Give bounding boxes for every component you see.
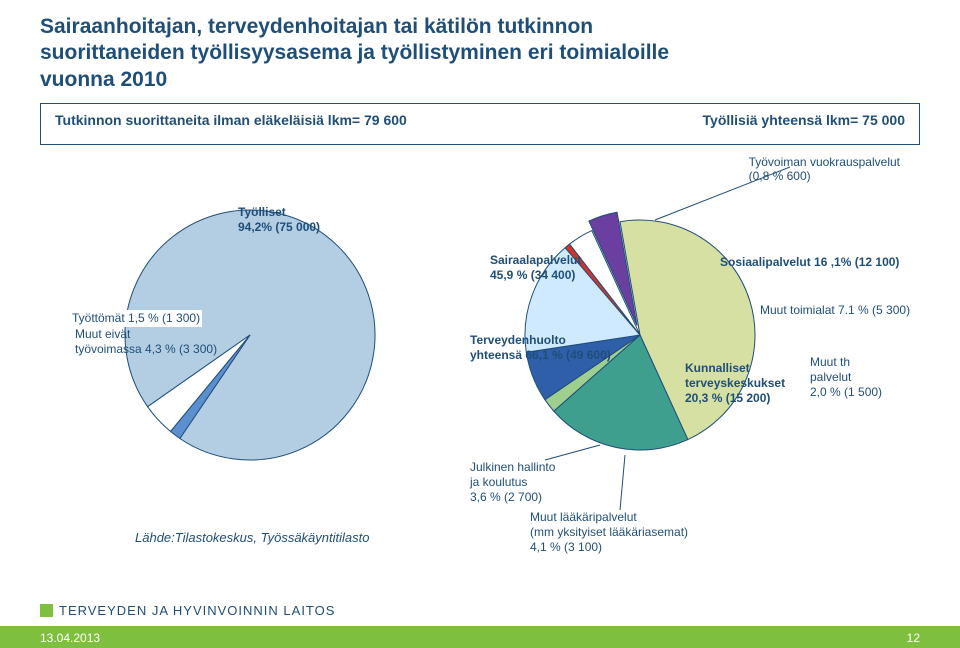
pie2-sairaala-label: Sairaalapalvelut 45,9 % (34 400): [490, 253, 581, 283]
pie1-muut-label: Muut eivät työvoimassa 4,3 % (3 300): [75, 327, 217, 357]
pie1-tyottomat-label: Työttömät 1,5 % (1 300): [70, 310, 202, 327]
pie2-terveyden-label: Terveydenhuolto yhteensä 66,1 % (49 600): [470, 333, 611, 363]
frame-left-text: Tutkinnon suorittaneita ilman eläkeläisi…: [55, 112, 407, 128]
pie2-muut-toimialat-label: Muut toimialat 7.1 % (5 300): [760, 303, 910, 318]
leader-line: [620, 455, 625, 510]
brand-text: TERVEYDEN JA HYVINVOINNIN LAITOS: [59, 603, 335, 618]
header-frame: Tutkinnon suorittaneita ilman eläkeläisi…: [40, 103, 920, 145]
pie2-kunnalliset-label: Kunnalliset terveyskeskukset 20,3 % (15 …: [685, 361, 785, 406]
brand-square-icon: [40, 604, 53, 617]
pie2-muut-laakari-label: Muut lääkäripalvelut (mm yksityiset lääk…: [530, 510, 688, 555]
footer: TERVEYDEN JA HYVINVOINNIN LAITOS 13.04.2…: [0, 590, 960, 648]
pie2-muut-th-label: Muut th palvelut 2,0 % (1 500): [810, 355, 882, 400]
frame-right-text: Työllisiä yhteensä lkm= 75 000: [703, 112, 905, 128]
leader-line: [655, 167, 790, 220]
footer-date: 13.04.2013: [40, 631, 100, 645]
footer-bar: [0, 626, 960, 648]
chart-area: Työlliset 94,2% (75 000) Työttömät 1,5 %…: [0, 155, 960, 535]
leader-line: [545, 445, 600, 460]
slide-title: Sairaanhoitajan, terveydenhoitajan tai k…: [0, 0, 960, 97]
footer-slide-number: 12: [907, 631, 920, 645]
source-text: Lähde:Tilastokeskus, Työssäkäyntitilasto: [135, 530, 369, 546]
pie2-julkinen-label: Julkinen hallinto ja koulutus 3,6 % (2 7…: [470, 460, 555, 505]
pie2-sosiaali-label: Sosiaalipalvelut 16 ,1% (12 100): [720, 255, 899, 270]
title-line-2: suorittaneiden työllisyysasema ja työlli…: [40, 41, 669, 64]
title-line-1: Sairaanhoitajan, terveydenhoitajan tai k…: [40, 15, 593, 38]
slide: Sairaanhoitajan, terveydenhoitajan tai k…: [0, 0, 960, 648]
title-line-3: vuonna 2010: [40, 68, 167, 91]
pie1-tyolliset-label: Työlliset 94,2% (75 000): [238, 205, 320, 235]
brand: TERVEYDEN JA HYVINVOINNIN LAITOS: [40, 603, 335, 618]
